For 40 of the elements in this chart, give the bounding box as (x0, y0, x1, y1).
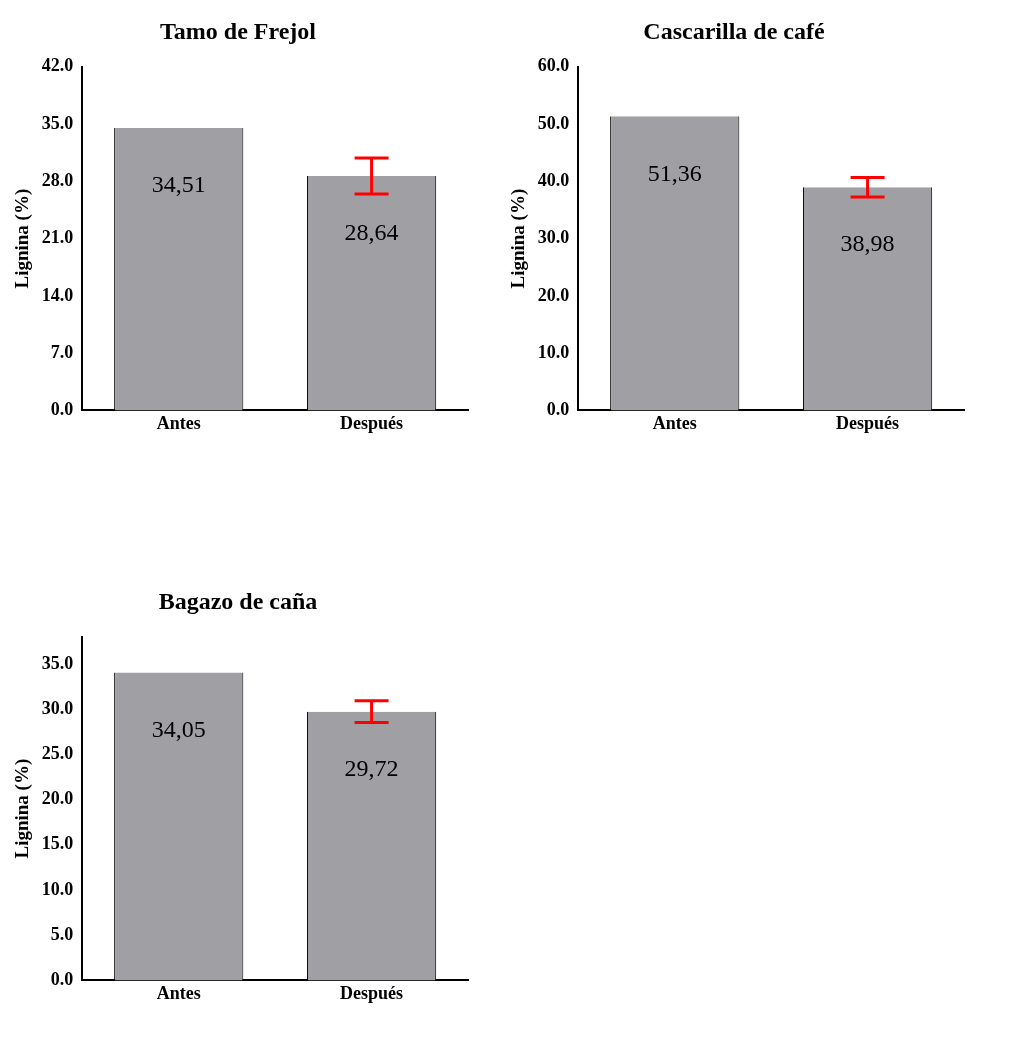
data-label: 38,98 (840, 230, 895, 257)
x-tick-label: Antes (652, 412, 697, 433)
data-label: 34,05 (151, 715, 206, 742)
y-tick-label: 15.0 (41, 833, 74, 854)
y-axis-title: Lignina (%) (11, 758, 34, 859)
data-label: 51,36 (647, 159, 702, 186)
y-tick-label: 10.0 (41, 878, 74, 899)
x-tick-label: Después (340, 412, 404, 433)
y-tick-label: 40.0 (537, 169, 570, 190)
data-label: 34,51 (151, 171, 206, 198)
y-tick-label: 30.0 (537, 227, 570, 248)
x-tick-label: Después (340, 982, 404, 1003)
x-tick-label: Después (836, 412, 900, 433)
y-tick-label: 20.0 (41, 788, 74, 809)
chart-title: Cascarilla de café (643, 17, 825, 44)
y-tick-label: 21.0 (41, 227, 74, 248)
y-tick-label: 30.0 (41, 697, 74, 718)
y-tick-label: 5.0 (50, 923, 74, 944)
y-tick-label: 20.0 (537, 284, 570, 305)
y-tick-label: 25.0 (41, 743, 74, 763)
y-tick-label: 0.0 (546, 399, 570, 420)
x-tick-label: Antes (156, 982, 201, 1003)
y-axis-title: Lignina (%) (507, 188, 530, 289)
y-tick-label: 42.0 (41, 55, 74, 76)
chart-title: Tamo de Frejol (160, 17, 317, 44)
y-axis-title: Lignina (%) (11, 188, 34, 289)
x-tick-label: Antes (156, 412, 201, 433)
data-label: 28,64 (344, 219, 399, 246)
y-tick-label: 35.0 (41, 652, 74, 673)
y-tick-label: 0.0 (50, 969, 74, 990)
y-tick-label: 0.0 (50, 399, 74, 420)
y-tick-label: 28.0 (41, 169, 74, 190)
y-tick-label: 60.0 (537, 55, 570, 76)
data-label: 29,72 (344, 754, 399, 781)
y-tick-label: 50.0 (537, 112, 570, 133)
y-tick-label: 35.0 (41, 112, 74, 133)
chart-title: Bagazo de caña (158, 587, 318, 614)
y-tick-label: 7.0 (50, 341, 74, 362)
y-tick-label: 10.0 (537, 341, 570, 362)
y-tick-label: 14.0 (41, 284, 74, 305)
